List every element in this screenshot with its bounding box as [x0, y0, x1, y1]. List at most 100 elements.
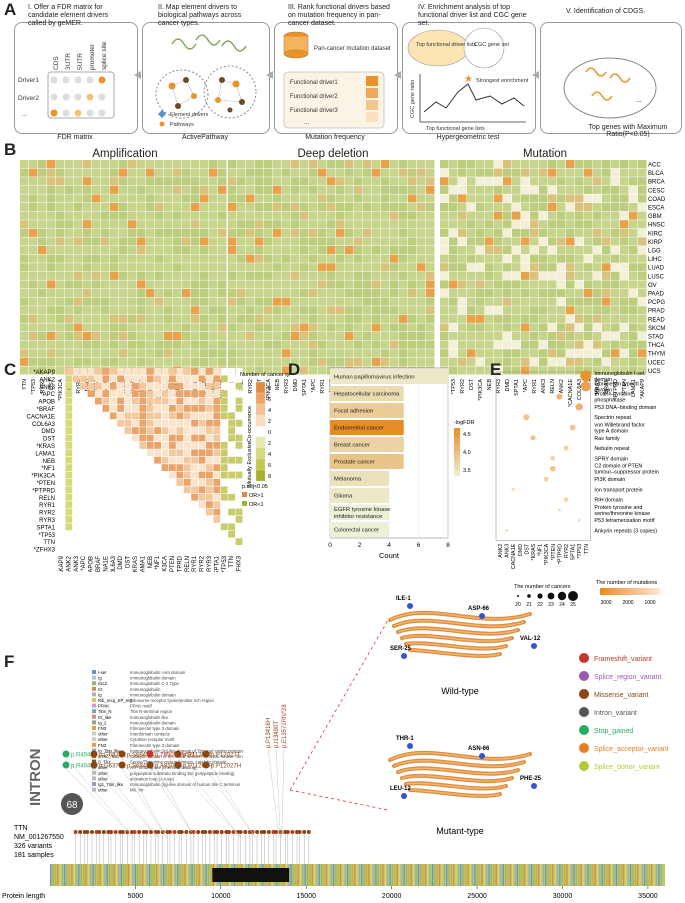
heatmap-cell — [300, 228, 309, 237]
co-occurrence-cell — [206, 471, 213, 479]
heatmap-gene-label: RYR3 — [496, 379, 502, 394]
co-occurrence-cell — [169, 434, 176, 442]
heatmap-cell — [191, 306, 200, 315]
heatmap-cell — [65, 168, 74, 177]
domain-stripe — [50, 864, 52, 886]
gene-row-label: *ZFHX3 — [34, 548, 56, 554]
heatmap-cell — [629, 357, 638, 366]
heatmap-cell — [237, 160, 246, 169]
co-occurrence-cell — [117, 390, 124, 397]
heatmap-cell — [494, 306, 503, 315]
heatmap-cell — [539, 289, 548, 298]
heatmap-cell — [485, 254, 494, 263]
heatmap-cell — [467, 349, 476, 358]
heatmap-cell — [182, 254, 191, 263]
co-occurrence-cell — [72, 368, 80, 375]
heatmap-cell — [399, 289, 408, 298]
mutation-label: p.P12027T — [211, 753, 241, 759]
heatmap-cell — [440, 323, 449, 332]
heatmap-cell — [155, 168, 164, 177]
co-occurrence-cell — [65, 382, 73, 390]
heatmap-cell — [372, 194, 381, 203]
co-occurrence-cell — [235, 434, 243, 442]
heatmap-cell — [255, 246, 264, 255]
domain-legend-swatch — [92, 709, 96, 714]
domain-gene-label: *PTEN — [551, 544, 557, 561]
color-legend-step — [454, 448, 460, 451]
legend-swatch — [255, 403, 266, 416]
heatmap-cell — [218, 228, 227, 237]
co-occurrence-cell — [124, 405, 132, 412]
heatmap-cell — [593, 185, 602, 194]
domain-stripe — [606, 864, 608, 886]
intron-label: INTRON — [27, 749, 44, 807]
color-legend-tick: 4.0 — [463, 450, 471, 456]
heatmap-cell — [273, 340, 282, 349]
heatmap-cell — [101, 246, 110, 255]
heatmap-cell — [467, 314, 476, 323]
co-occurrence-cell — [213, 427, 221, 434]
heatmap-cell — [539, 228, 548, 237]
heatmap-cell — [363, 237, 372, 246]
co-occurrence-cell — [198, 405, 206, 412]
co-occurrence-cell — [206, 501, 213, 508]
heatmap-cell — [611, 263, 620, 272]
heatmap-cell — [309, 366, 318, 375]
heatmap-cell — [417, 228, 426, 237]
heatmap-cell — [291, 254, 300, 263]
heatmap-cell — [47, 203, 56, 212]
heatmap-cell — [246, 271, 255, 280]
co-occurrence-cell — [191, 382, 198, 390]
heatmap-cell — [345, 177, 354, 186]
legend-mut-step — [630, 588, 632, 595]
heatmap-cell — [47, 314, 56, 323]
heatmap-cell — [92, 340, 101, 349]
heatmap-cell — [503, 306, 512, 315]
co-occurrence-cell — [124, 412, 132, 420]
heatmap-cancer-label: UCS — [648, 369, 661, 375]
svg-text:★: ★ — [464, 74, 473, 85]
heatmap-cell — [494, 280, 503, 289]
domain-gene-label: DMD — [518, 544, 524, 556]
heatmap-cell — [291, 357, 300, 366]
heatmap-cell — [611, 366, 620, 375]
heatmap-cell — [417, 177, 426, 186]
heatmap-cell — [476, 246, 485, 255]
heatmap-cell — [521, 349, 530, 358]
domain-stripe — [554, 864, 556, 886]
variant-legend-label: Stop_gained — [594, 728, 633, 735]
mutation-connector — [121, 768, 168, 839]
heatmap-cell — [38, 203, 47, 212]
step-1-caption: FDR matrix — [57, 134, 93, 141]
heatmap-cell — [390, 306, 399, 315]
co-occurrence-cell — [146, 449, 154, 457]
domain-stripe — [127, 864, 129, 886]
heatmap-cell — [593, 160, 602, 169]
heatmap-cell — [611, 194, 620, 203]
heatmap-cell — [336, 263, 345, 272]
co-occurrence-cell — [65, 434, 73, 442]
co-occurrence-cell — [109, 368, 117, 375]
heatmap-cell — [137, 228, 146, 237]
legend-cancers-tick: 24 — [559, 602, 565, 608]
domain-stripe — [354, 864, 356, 886]
heatmap-cell — [92, 220, 101, 229]
heatmap-cell — [291, 340, 300, 349]
heatmap-cell — [47, 340, 56, 349]
lollipop-head — [172, 830, 177, 834]
heatmap-cell — [38, 254, 47, 263]
domain-label: Spectrin repeat — [594, 415, 631, 421]
lollipop-head — [285, 830, 290, 834]
heatmap-cell — [399, 340, 408, 349]
functional-driver: ... — [304, 120, 309, 126]
legend-mut-step — [601, 588, 604, 595]
fdr-col-label: 5UTR — [77, 53, 84, 70]
co-occurrence-cell — [169, 464, 176, 471]
heatmap-cell — [539, 271, 548, 280]
fdr-row-label: Driver2 — [18, 95, 39, 102]
lollipop-head — [243, 830, 248, 834]
heatmap-cell — [485, 332, 494, 341]
heatmap-cell — [476, 280, 485, 289]
heatmap-cell — [47, 280, 56, 289]
domain-legend-desc: Fibronectin type 3 domain — [130, 743, 180, 748]
